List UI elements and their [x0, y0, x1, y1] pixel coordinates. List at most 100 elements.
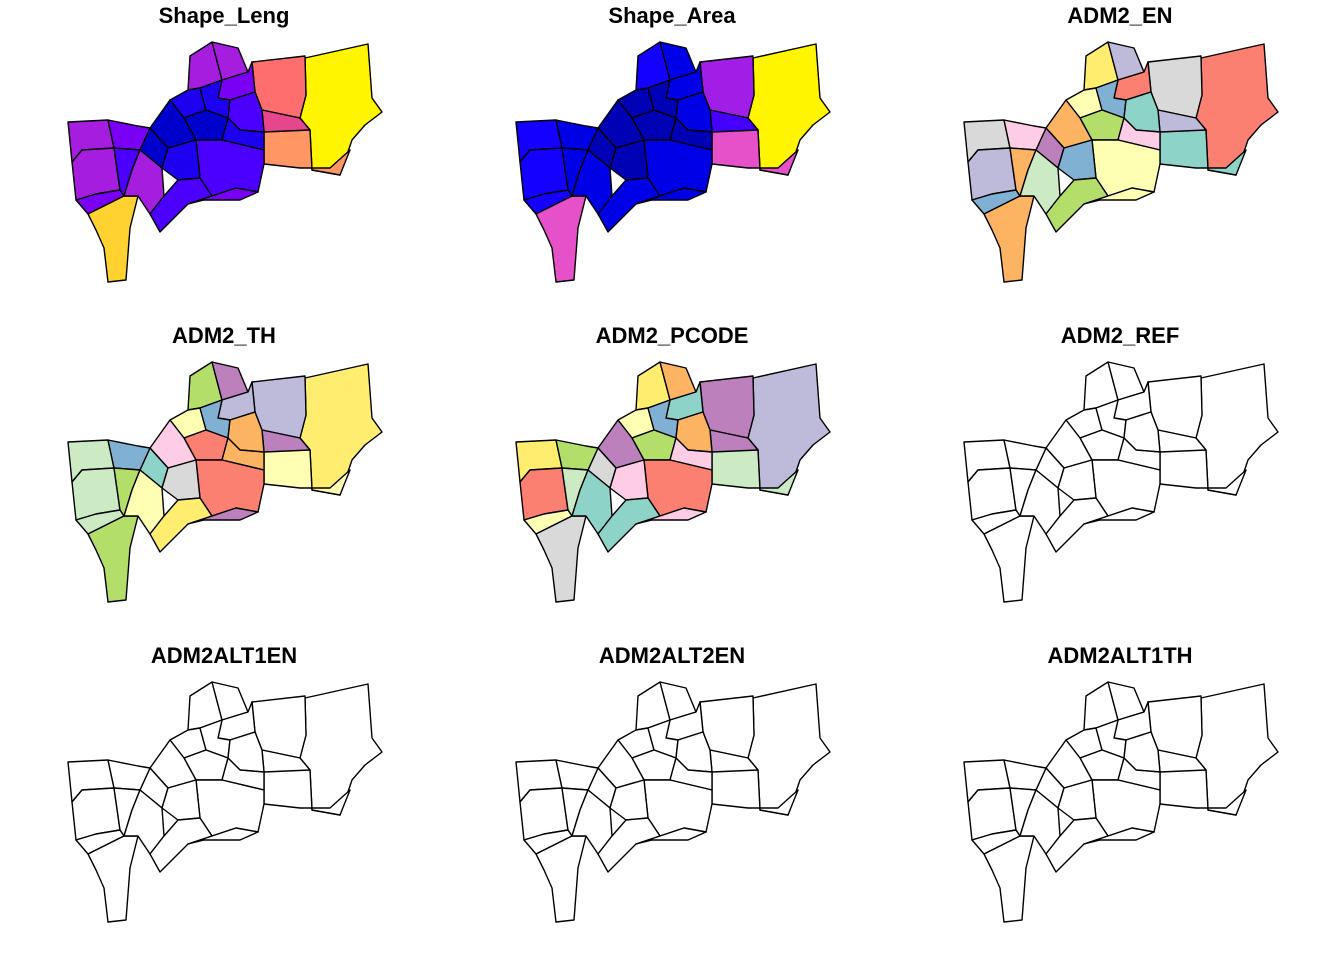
- district-polygon: [597, 177, 661, 233]
- district-map: [963, 361, 1279, 603]
- district-group: [515, 361, 831, 603]
- district-polygon: [597, 497, 661, 553]
- panel-title: ADM2_TH: [172, 323, 276, 348]
- district-group: [515, 681, 831, 923]
- district-polygon: [1003, 439, 1047, 471]
- district-map: [67, 681, 383, 923]
- district-polygon: [1019, 149, 1061, 215]
- district-polygon: [555, 759, 599, 791]
- district-polygon: [263, 449, 351, 496]
- district-polygon: [571, 149, 613, 215]
- district-polygon: [1159, 129, 1247, 176]
- district-polygon: [1195, 43, 1279, 176]
- district-polygon: [635, 827, 707, 845]
- district-polygon: [187, 827, 259, 845]
- district-polygon: [609, 779, 649, 821]
- district-polygon: [149, 177, 213, 233]
- district-polygon: [635, 507, 707, 525]
- panel-title: ADM2_EN: [1067, 3, 1173, 28]
- map-panel-adm2alt2en: ADM2ALT2EN: [448, 640, 896, 960]
- district-polygon: [1083, 507, 1155, 525]
- district-polygon: [1003, 759, 1047, 791]
- panel-title: ADM2ALT1TH: [1047, 643, 1193, 668]
- district-polygon: [123, 469, 165, 535]
- district-polygon: [1019, 789, 1061, 855]
- district-polygon: [571, 469, 613, 535]
- map-panel-adm2-th: ADM2_TH: [0, 320, 448, 640]
- panel-title: ADM2ALT1EN: [150, 643, 298, 668]
- district-polygon: [299, 683, 383, 816]
- district-polygon: [1045, 177, 1109, 233]
- district-polygon: [1083, 187, 1155, 205]
- map-panel-adm2alt1th: ADM2ALT1TH: [896, 640, 1344, 960]
- district-polygon: [149, 497, 213, 553]
- district-polygon: [161, 459, 201, 501]
- district-polygon: [299, 363, 383, 496]
- district-polygon: [523, 509, 573, 535]
- map-panel-adm2-en: ADM2_EN: [896, 0, 1344, 320]
- district-group: [515, 41, 831, 283]
- district-polygon: [149, 817, 213, 873]
- district-map: [67, 361, 383, 603]
- district-polygon: [161, 139, 201, 181]
- district-polygon: [523, 189, 573, 215]
- district-group: [963, 361, 1279, 603]
- district-polygon: [1045, 497, 1109, 553]
- district-polygon: [609, 459, 649, 501]
- district-map: [515, 361, 831, 603]
- district-polygon: [1057, 139, 1097, 181]
- district-polygon: [1195, 363, 1279, 496]
- district-polygon: [75, 189, 125, 215]
- district-polygon: [555, 119, 599, 151]
- district-polygon: [1019, 469, 1061, 535]
- map-panel-shape-leng: Shape_Leng: [0, 0, 448, 320]
- district-group: [67, 361, 383, 603]
- panel-title: Shape_Area: [608, 3, 736, 28]
- district-polygon: [1195, 683, 1279, 816]
- district-polygon: [187, 507, 259, 525]
- district-polygon: [635, 187, 707, 205]
- district-polygon: [1045, 817, 1109, 873]
- district-polygon: [711, 129, 799, 176]
- map-panel-shape-area: Shape_Area: [448, 0, 896, 320]
- district-polygon: [747, 363, 831, 496]
- district-polygon: [1057, 779, 1097, 821]
- district-polygon: [107, 759, 151, 791]
- district-polygon: [1083, 827, 1155, 845]
- district-polygon: [1159, 769, 1247, 816]
- district-polygon: [971, 509, 1021, 535]
- district-group: [67, 41, 383, 283]
- district-map: [67, 41, 383, 283]
- panel-title: ADM2ALT2EN: [598, 643, 746, 668]
- map-panel-adm2-ref: ADM2_REF: [896, 320, 1344, 640]
- district-polygon: [161, 779, 201, 821]
- district-map: [515, 41, 831, 283]
- district-polygon: [711, 449, 799, 496]
- district-map: [963, 681, 1279, 923]
- district-group: [67, 681, 383, 923]
- district-map: [515, 681, 831, 923]
- district-polygon: [711, 769, 799, 816]
- district-polygon: [123, 149, 165, 215]
- district-polygon: [1003, 119, 1047, 151]
- district-map: [963, 41, 1279, 283]
- district-polygon: [263, 129, 351, 176]
- district-group: [963, 41, 1279, 283]
- district-polygon: [971, 829, 1021, 855]
- map-panel-adm2alt1en: ADM2ALT1EN: [0, 640, 448, 960]
- district-polygon: [75, 829, 125, 855]
- district-polygon: [747, 43, 831, 176]
- district-polygon: [263, 769, 351, 816]
- district-polygon: [75, 509, 125, 535]
- panel-title: ADM2_REF: [1060, 323, 1180, 348]
- panel-title: ADM2_PCODE: [595, 323, 749, 348]
- panel-title: Shape_Leng: [158, 3, 290, 28]
- district-polygon: [299, 43, 383, 176]
- district-polygon: [971, 189, 1021, 215]
- district-polygon: [747, 683, 831, 816]
- district-polygon: [187, 187, 259, 205]
- district-polygon: [571, 789, 613, 855]
- district-polygon: [609, 139, 649, 181]
- district-polygon: [523, 829, 573, 855]
